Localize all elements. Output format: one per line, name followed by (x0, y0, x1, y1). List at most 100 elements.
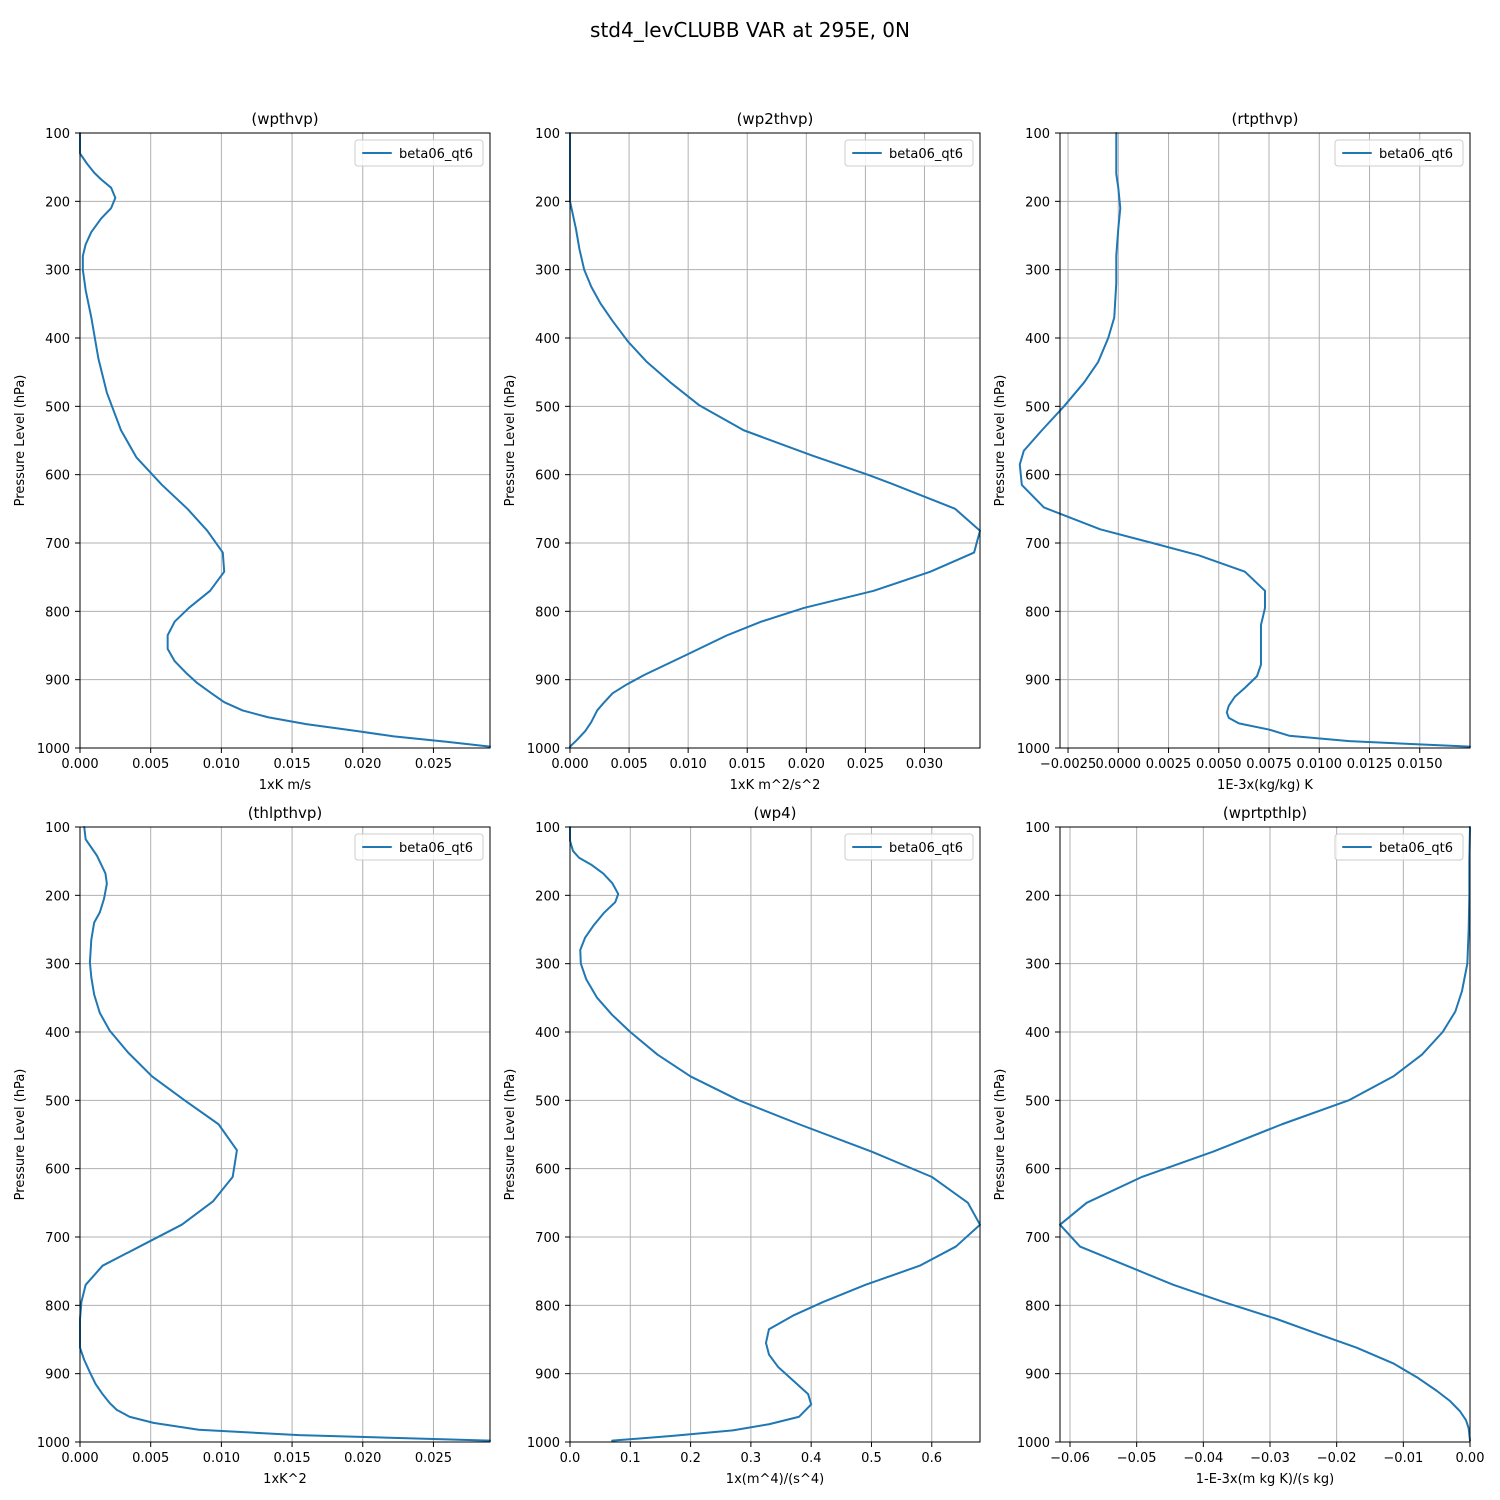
y-tick-label: 200 (535, 195, 560, 210)
x-tick-label: 0.020 (344, 757, 381, 772)
x-tick-label: 0.005 (132, 757, 169, 772)
y-tick-label: 400 (45, 1026, 70, 1041)
x-tick-label: −0.04 (1183, 1451, 1223, 1466)
x-tick-label: 0.025 (415, 757, 452, 772)
y-tick-label: 300 (45, 264, 70, 279)
y-tick-label: 500 (1025, 400, 1050, 415)
x-tick-label: −0.03 (1250, 1451, 1290, 1466)
subplot-4: 0.000 0.005 0.010 0.015 0.020 0.025 100 200 300 4… (13, 804, 491, 1487)
y-tick-label: 800 (45, 605, 70, 620)
y-tick-label: 1000 (1017, 742, 1050, 757)
y-tick-label: 200 (45, 195, 70, 210)
y-tick-label: 900 (45, 1368, 70, 1383)
x-tick-label: 0.0100 (1297, 757, 1343, 772)
y-tick-label: 100 (535, 127, 560, 142)
x-axis-label: 1xK m/s (259, 778, 312, 793)
x-tick-label: −0.02 (1317, 1451, 1357, 1466)
y-tick-label: 800 (535, 1299, 560, 1314)
series-line (569, 132, 981, 748)
legend: beta06_qt6 (354, 833, 484, 861)
y-tick-label: 200 (1025, 195, 1050, 210)
y-tick-label: 600 (45, 469, 70, 484)
y-tick-label: 800 (535, 605, 560, 620)
legend: beta06_qt6 (1334, 833, 1464, 861)
legend-box (1334, 833, 1464, 861)
y-tick-label: 700 (535, 1231, 560, 1246)
series-line (79, 826, 491, 1442)
y-tick-label: 1000 (37, 742, 70, 757)
y-tick-label: 800 (1025, 1299, 1050, 1314)
x-tick-label: 0.020 (788, 757, 825, 772)
plot-frame (569, 826, 981, 1443)
legend-label: beta06_qt6 (889, 147, 963, 162)
x-tick-label: 0.020 (344, 1451, 381, 1466)
x-axis-label: 1E-3x(kg/kg) K (1217, 778, 1313, 793)
x-axis-label: 1x(m^4)/(s^4) (726, 1472, 824, 1487)
legend-box (844, 833, 974, 861)
x-tick-label: 0.5 (861, 1451, 882, 1466)
subplot-grid: 0.000 0.005 0.010 0.015 0.020 0.025 100 200 300 4… (13, 110, 1484, 1487)
x-tick-label: 0.3 (741, 1451, 762, 1466)
x-tick-label: −0.0025 (1040, 757, 1096, 772)
y-axis-label: Pressure Level (hPa) (13, 375, 28, 507)
x-tick-label: 0.005 (132, 1451, 169, 1466)
y-tick-label: 900 (1025, 674, 1050, 689)
y-tick-label: 400 (45, 332, 70, 347)
subplot-title: (wpthvp) (251, 110, 318, 128)
x-tick-label: 0.2 (680, 1451, 701, 1466)
y-tick-label: 1000 (1017, 1436, 1050, 1451)
y-tick-label: 800 (1025, 605, 1050, 620)
x-tick-label: 0.010 (203, 1451, 240, 1466)
y-tick-label: 1000 (37, 1436, 70, 1451)
x-axis-label: 1xK^2 (263, 1472, 307, 1487)
x-axis-label: 1-E-3x(m kg K)/(s kg) (1196, 1472, 1334, 1487)
x-tick-label: 0.0000 (1096, 757, 1142, 772)
x-tick-label: 0.005 (610, 757, 647, 772)
x-tick-label: 0.00 (1456, 1451, 1485, 1466)
plot-frame (79, 132, 491, 749)
y-tick-label: 900 (1025, 1368, 1050, 1383)
legend-label: beta06_qt6 (1379, 841, 1453, 856)
legend-label: beta06_qt6 (889, 841, 963, 856)
plot-frame (1059, 826, 1471, 1443)
x-axis-label: 1xK m^2/s^2 (730, 778, 821, 793)
y-tick-label: 100 (45, 127, 70, 142)
y-tick-label: 600 (1025, 1163, 1050, 1178)
subplot-3: −0.0025 0.0000 0.0025 0.0050 0.0075 0.0100 0.0… (993, 110, 1471, 793)
y-tick-label: 700 (45, 537, 70, 552)
y-tick-label: 500 (535, 1094, 560, 1109)
y-tick-label: 200 (45, 889, 70, 904)
legend-box (354, 833, 484, 861)
y-tick-label: 100 (535, 821, 560, 836)
x-tick-label: −0.06 (1050, 1451, 1090, 1466)
x-tick-label: 0.010 (203, 757, 240, 772)
x-tick-label: 0.015 (273, 1451, 310, 1466)
x-tick-label: 0.0150 (1397, 757, 1443, 772)
legend: beta06_qt6 (1334, 139, 1464, 167)
figure-title: std4_levCLUBB VAR at 295E, 0N (590, 18, 910, 42)
subplot-2: 0.000 0.005 0.010 0.015 0.020 0.025 0.030 100 20… (503, 110, 981, 793)
y-tick-label: 600 (45, 1163, 70, 1178)
x-tick-label: 0.030 (906, 757, 943, 772)
y-tick-label: 500 (1025, 1094, 1050, 1109)
x-tick-label: 0.025 (415, 1451, 452, 1466)
subplot-title: (thlpthvp) (248, 804, 323, 822)
legend: beta06_qt6 (844, 139, 974, 167)
y-tick-label: 400 (1025, 1026, 1050, 1041)
legend: beta06_qt6 (844, 833, 974, 861)
y-axis-label: Pressure Level (hPa) (13, 1069, 28, 1201)
y-tick-label: 300 (45, 958, 70, 973)
y-tick-label: 400 (535, 332, 560, 347)
x-tick-label: 0.6 (921, 1451, 942, 1466)
y-axis-label: Pressure Level (hPa) (993, 1069, 1008, 1201)
y-tick-label: 700 (535, 537, 560, 552)
series-line (569, 826, 981, 1442)
legend-box (354, 139, 484, 167)
x-tick-label: 0.0025 (1146, 757, 1192, 772)
y-tick-label: 300 (1025, 958, 1050, 973)
y-tick-label: 800 (45, 1299, 70, 1314)
legend-box (1334, 139, 1464, 167)
x-tick-label: 0.1 (620, 1451, 641, 1466)
